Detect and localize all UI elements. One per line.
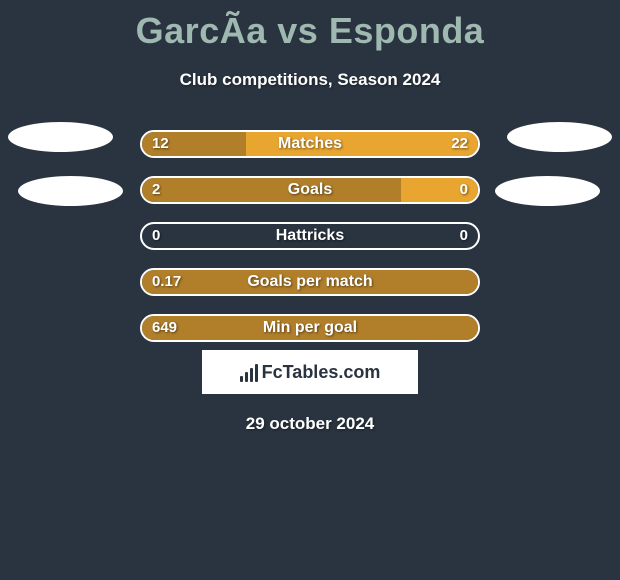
stat-row: 12 Matches 22 (0, 130, 620, 158)
bar-container: 12 Matches 22 (140, 130, 480, 158)
comparison-chart: 12 Matches 22 2 Goals 0 0 Hattricks 0 0.… (0, 130, 620, 342)
page-title: GarcÃa vs Esponda (0, 0, 620, 52)
brand-text: FcTables.com (262, 362, 381, 383)
player-right-name: Esponda (329, 10, 485, 51)
value-right: 0 (460, 178, 468, 202)
title-vs: vs (277, 10, 318, 51)
bar-container: 2 Goals 0 (140, 176, 480, 204)
brand-box[interactable]: FcTables.com (202, 350, 418, 394)
subtitle: Club competitions, Season 2024 (0, 70, 620, 90)
bar-container: 0.17 Goals per match (140, 268, 480, 296)
stat-row: 649 Min per goal (0, 314, 620, 342)
stat-row: 2 Goals 0 (0, 176, 620, 204)
player-left-name: GarcÃa (136, 10, 267, 51)
bar-chart-icon (240, 362, 258, 382)
bar-container: 649 Min per goal (140, 314, 480, 342)
stat-label: Goals (142, 178, 478, 202)
date: 29 october 2024 (0, 414, 620, 434)
bar-container: 0 Hattricks 0 (140, 222, 480, 250)
stat-row: 0 Hattricks 0 (0, 222, 620, 250)
value-right: 22 (451, 132, 468, 156)
stat-label: Hattricks (142, 224, 478, 248)
stat-row: 0.17 Goals per match (0, 268, 620, 296)
stat-label: Min per goal (142, 316, 478, 340)
stat-label: Matches (142, 132, 478, 156)
value-right: 0 (460, 224, 468, 248)
stat-label: Goals per match (142, 270, 478, 294)
